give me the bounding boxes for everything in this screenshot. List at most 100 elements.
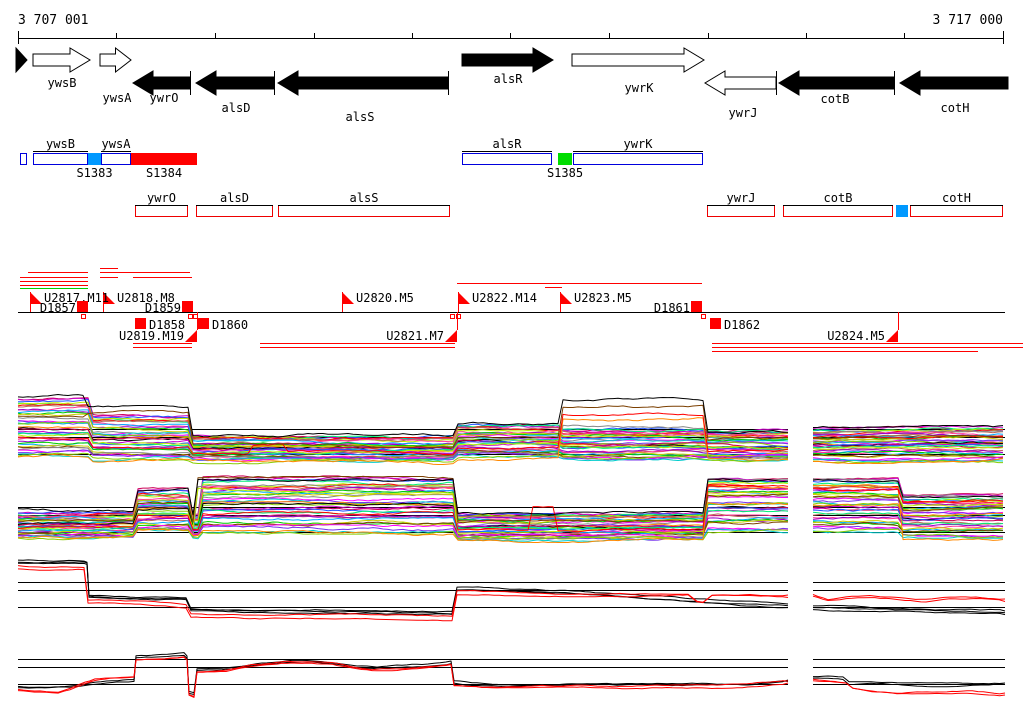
panel-2-series	[812, 478, 1003, 499]
panel-1-series	[17, 433, 789, 455]
segment-label-s1383: S1383	[76, 166, 113, 180]
cds-box-alss[interactable]	[278, 205, 450, 217]
probe-tick-square	[193, 314, 198, 319]
gene-label-ywrk: ywrK	[624, 81, 654, 95]
panel-1-series	[812, 458, 1004, 464]
panel-2-series	[812, 506, 1004, 520]
panel-3-series	[17, 568, 789, 622]
probe-flag-u2820-m5[interactable]	[342, 292, 354, 304]
panel-1-series	[17, 411, 789, 447]
cds-box-coth[interactable]	[910, 205, 1003, 217]
panel-1-series	[812, 446, 1004, 450]
probe-label-u2822-m14[interactable]: U2822.M14	[472, 291, 538, 305]
panel-3-series	[812, 595, 1006, 603]
gene-arrow-ywsb[interactable]	[32, 47, 91, 73]
panel-2-series	[812, 528, 1004, 539]
probe-flag-u2818-m8[interactable]	[103, 292, 115, 304]
gene-arrow-ywrk[interactable]	[571, 47, 705, 73]
cds-box-alsd[interactable]	[196, 205, 273, 217]
gene-label-ywsb: ywsB	[47, 76, 77, 90]
probe-label-u2821-m7[interactable]: U2821.M7	[386, 329, 444, 343]
gene-arrow-alsd[interactable]	[195, 70, 275, 96]
panel-1-series	[812, 439, 1004, 444]
gene-arrow-ywrj[interactable]	[704, 70, 777, 96]
panel-2-series	[17, 484, 789, 543]
panel-2-series	[812, 515, 1004, 527]
gene-label-alss: alsS	[345, 110, 375, 124]
probe-label-u2819-m19[interactable]: U2819.M19	[118, 329, 184, 343]
probe-flag-u2817-m11[interactable]	[30, 292, 42, 304]
gene-arrow-cotb[interactable]	[778, 70, 895, 96]
probe-square-d1859[interactable]	[182, 301, 193, 312]
panel-4-series	[812, 677, 1006, 688]
gene-arrow-coth[interactable]	[899, 70, 1009, 96]
region-box-ywsa[interactable]	[101, 153, 131, 165]
region-box-alsr[interactable]	[462, 153, 552, 165]
probe-square-d1861[interactable]	[691, 301, 702, 312]
panel-1-series	[17, 453, 789, 463]
gene-label-ywrj: ywrJ	[728, 106, 758, 120]
panel-1-series	[17, 428, 789, 451]
probe-flag-u2824-m5[interactable]	[886, 330, 898, 342]
probe-label-d1862[interactable]: D1862	[724, 318, 761, 332]
probe-tick-square	[701, 314, 706, 319]
gene-arrow-ywsa[interactable]	[99, 46, 132, 74]
probe-flag-u2823-m5[interactable]	[560, 292, 572, 304]
panel-1-series	[812, 425, 1004, 429]
panel-2-series	[17, 487, 789, 534]
panel-1-series	[812, 435, 1004, 440]
cds-label-ywro: ywrO	[135, 192, 188, 206]
probe-label-d1860[interactable]: D1860	[212, 318, 249, 332]
panel-2-series	[17, 476, 789, 524]
cds-box-ywrj[interactable]	[707, 205, 775, 217]
gene-arrow-ywro[interactable]	[132, 70, 191, 96]
gene-label-ywro: ywrO	[149, 91, 179, 105]
panel-2-series	[17, 491, 789, 525]
region-box-small[interactable]	[20, 153, 27, 165]
probe-square-d1858[interactable]	[135, 318, 146, 329]
probe-label-u2817-m11[interactable]: U2817.M11	[44, 291, 110, 305]
panel-4-series	[17, 656, 789, 698]
probe-tick-square	[450, 314, 455, 319]
probe-square-d1860[interactable]	[198, 318, 209, 329]
panel-2-series	[812, 499, 1004, 515]
gene-arrow-partial[interactable]	[15, 46, 28, 74]
region-box-ywrk[interactable]	[573, 153, 703, 165]
cds-box-cotb[interactable]	[783, 205, 893, 217]
probe-label-d1859[interactable]: D1859	[144, 301, 181, 315]
panel-1-series	[812, 449, 1004, 454]
panel-4-series	[813, 675, 1006, 685]
panel-2-series	[17, 528, 789, 541]
panel-2-series	[812, 481, 1004, 502]
probe-label-d1861[interactable]: D1861	[653, 301, 690, 315]
cds-label-cotb: cotB	[783, 192, 893, 206]
gene-arrow-alsr[interactable]	[461, 47, 554, 73]
segment-box-s1385[interactable]	[558, 153, 572, 165]
panel-1-series	[18, 449, 789, 462]
region-box-ywsb[interactable]	[33, 153, 88, 165]
probe-flag-u2819-m19[interactable]	[185, 330, 197, 342]
cds-box-ywro[interactable]	[135, 205, 188, 217]
probe-label-u2823-m5[interactable]: U2823.M5	[574, 291, 632, 305]
probe-square-d1857[interactable]	[77, 301, 88, 312]
gene-arrow-alss[interactable]	[277, 70, 449, 96]
segment-box-s1383[interactable]	[88, 153, 101, 165]
segment-label-s1385: S1385	[546, 166, 584, 180]
probe-label-d1857[interactable]: D1857	[39, 301, 76, 315]
segment-label-s1384: S1384	[145, 166, 183, 180]
cds-mark-box[interactable]	[896, 205, 908, 217]
probe-tick-square	[81, 314, 86, 319]
probe-square-d1862[interactable]	[710, 318, 721, 329]
probe-label-u2824-m5[interactable]: U2824.M5	[827, 329, 885, 343]
segment-box-s1384[interactable]	[131, 153, 197, 165]
panel-1-series	[17, 404, 788, 448]
probe-flag-u2822-m14[interactable]	[458, 292, 470, 304]
probe-flag-u2821-m7[interactable]	[445, 330, 457, 342]
panel-2-series	[812, 487, 1004, 503]
panel-1-series	[812, 450, 1004, 455]
probe-label-d1858[interactable]: D1858	[149, 318, 186, 332]
probe-label-u2818-m8[interactable]: U2818.M8	[117, 291, 175, 305]
probe-label-u2820-m5[interactable]: U2820.M5	[356, 291, 414, 305]
panel-2-series	[812, 484, 1004, 541]
